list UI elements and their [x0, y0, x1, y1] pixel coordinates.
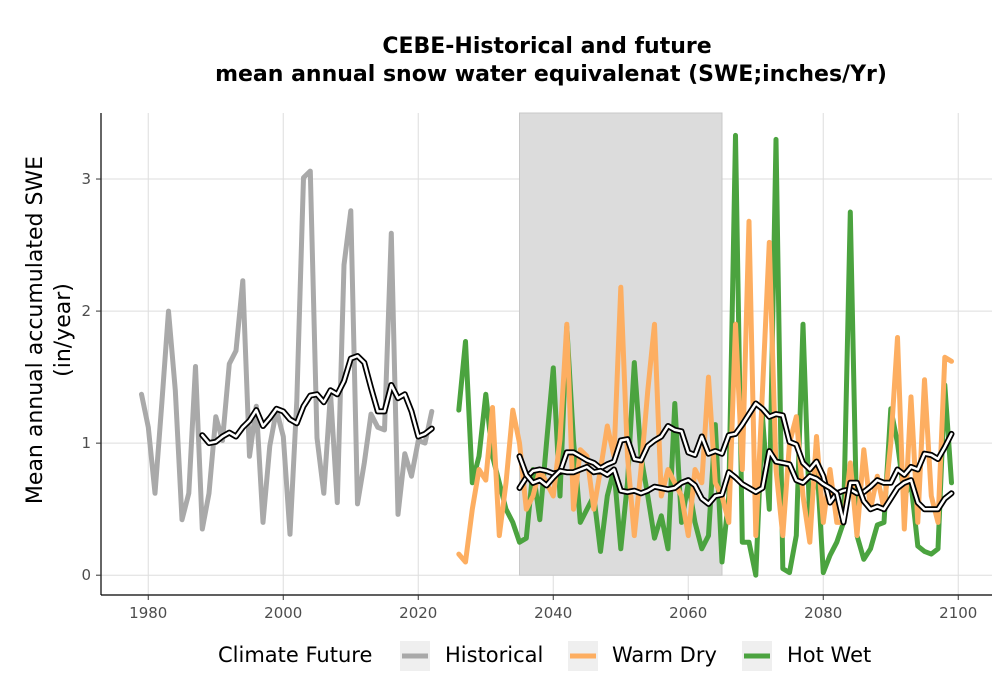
x-tick-label-2000: 2000 — [264, 604, 302, 622]
y-tick-label-3: 3 — [81, 170, 91, 188]
y-axis-title-line-2: (in/year) — [51, 283, 76, 377]
rolling-mean-layer — [199, 353, 955, 526]
legend: Climate Future Historical Warm Dry Hot W… — [218, 641, 871, 671]
legend-title: Climate Future — [218, 643, 372, 667]
series-line-hot-wet — [456, 132, 954, 578]
chart-title-line-2: mean annual snow water equivalenat (SWE;… — [215, 62, 887, 87]
y-tick-label-0: 0 — [81, 566, 91, 584]
x-tick-label-2020: 2020 — [399, 604, 437, 622]
axes — [100, 113, 992, 596]
x-tick-label-2100: 2100 — [939, 604, 977, 622]
legend-entry-hot-wet: Hot Wet — [787, 643, 871, 667]
x-tick-label-2060: 2060 — [669, 604, 707, 622]
rolling-mean-core-hot-wet — [518, 449, 953, 524]
tick-labels: 1980 2000 2020 2040 2060 2080 2100 0 1 2 3 — [81, 170, 977, 622]
series-line-historical — [139, 168, 435, 537]
y-axis-title-line-1: Mean annual accumulated SWE — [23, 156, 48, 504]
x-tick-label-2080: 2080 — [804, 604, 842, 622]
y-tick-label-2: 2 — [81, 302, 91, 320]
x-tick-label-1980: 1980 — [129, 604, 167, 622]
y-tick-label-1: 1 — [81, 434, 91, 452]
rolling-mean-core-historical — [201, 354, 434, 445]
legend-entry-warm-dry: Warm Dry — [612, 643, 717, 667]
x-tick-label-2040: 2040 — [534, 604, 572, 622]
rolling-mean-core-warm-dry — [518, 402, 953, 504]
chart-title-line-1: CEBE-Historical and future — [382, 34, 711, 59]
legend-entry-historical: Historical — [445, 643, 543, 667]
